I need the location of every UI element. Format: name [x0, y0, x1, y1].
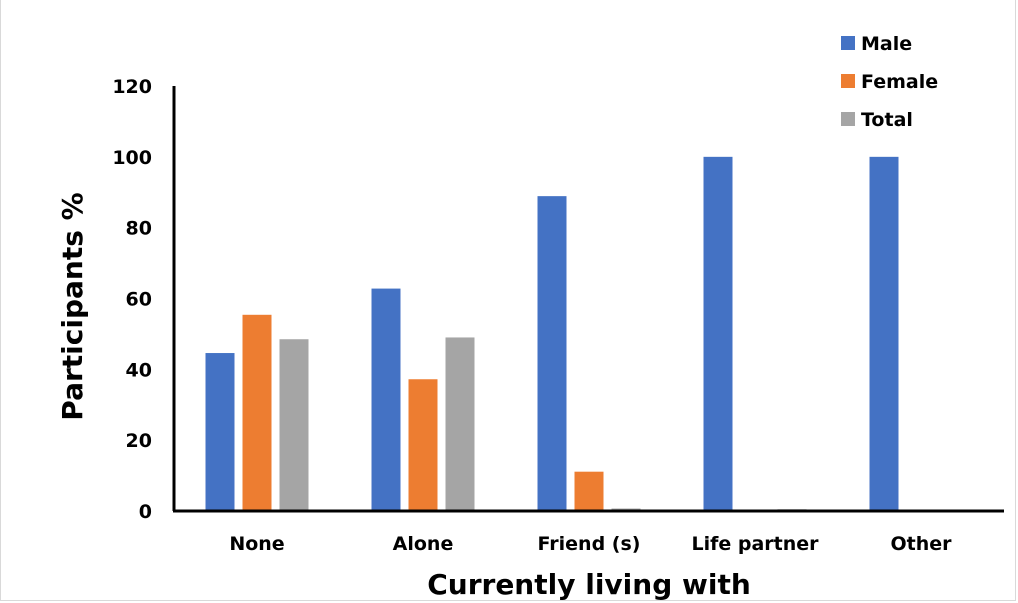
x-tick-label: None	[229, 533, 284, 555]
x-tick-label: Life partner	[691, 533, 819, 555]
x-tick-label: Alone	[393, 533, 454, 555]
bar-male-2	[371, 288, 401, 511]
bar-male-3	[537, 196, 567, 512]
legend-label-total: Total	[861, 109, 913, 131]
legend-swatch-total	[841, 112, 855, 126]
y-tick-label: 40	[126, 359, 152, 381]
bar-female-3	[574, 471, 604, 511]
y-tick-label: 60	[126, 289, 152, 311]
legend-label-female: Female	[861, 71, 938, 93]
bar-total-1	[279, 339, 309, 511]
legend: Male Female Total	[841, 33, 938, 131]
y-axis-title: Participants %	[56, 192, 89, 420]
bar-female-1	[242, 314, 272, 511]
bar-male-5	[869, 156, 899, 512]
legend-label-male: Male	[861, 33, 912, 55]
x-tick-labels: None Alone Friend (s) Life partner Other	[229, 533, 952, 555]
x-axis-title: Currently living with	[427, 568, 751, 601]
y-tick-label: 0	[139, 501, 152, 523]
y-tick-label: 120	[112, 76, 152, 98]
bars-group	[205, 156, 899, 512]
legend-swatch-male	[841, 36, 855, 50]
y-tick-label: 80	[126, 218, 152, 240]
x-tick-label: Friend (s)	[538, 533, 641, 555]
legend-swatch-female	[841, 74, 855, 88]
y-tick-labels: 0 20 40 60 80 100 120	[112, 76, 152, 523]
y-tick-label: 20	[126, 430, 152, 452]
bar-male-4	[703, 156, 733, 512]
bar-male-1	[205, 353, 235, 511]
axes-group	[172, 86, 1004, 513]
x-tick-label: Other	[890, 533, 952, 555]
bar-total-2	[445, 337, 475, 511]
bar-female-2	[408, 379, 438, 511]
y-tick-label: 100	[112, 147, 152, 169]
